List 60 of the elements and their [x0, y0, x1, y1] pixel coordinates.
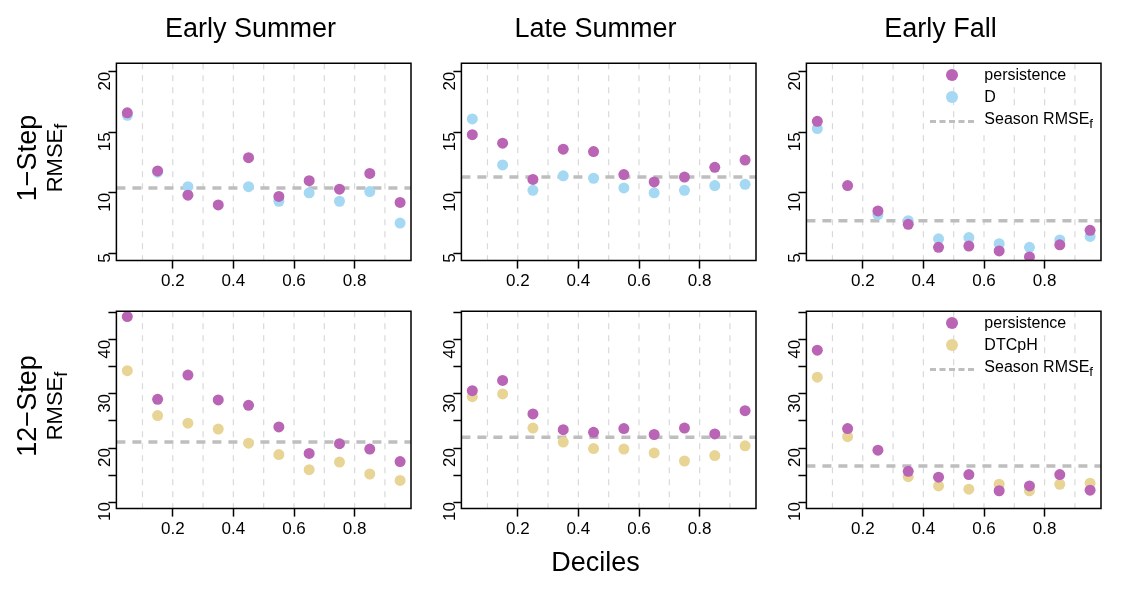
- x-tick-label: 0.2: [160, 519, 185, 539]
- y-tick-label: 15: [785, 132, 805, 152]
- y-tick-label: 15: [95, 132, 115, 152]
- y-tick-label: 10: [785, 192, 805, 212]
- y-tick-label: 10: [440, 192, 460, 212]
- x-tick-label: 0.2: [850, 519, 875, 539]
- x-tick-label: 0.8: [687, 519, 712, 539]
- y-tick-label: 40: [785, 339, 805, 359]
- y-tick-label: 10: [95, 192, 115, 212]
- y-tick-label: 20: [785, 448, 805, 467]
- legend-label: Season RMSE$_{f}$: [982, 356, 1095, 384]
- x-axis-title: Deciles: [550, 547, 641, 578]
- x-tick-label: 0.6: [282, 271, 306, 291]
- legend-label: Season RMSE$_{f}$: [982, 108, 1095, 136]
- y-tick-label: 15: [440, 132, 460, 152]
- x-tick-label: 0.2: [505, 519, 530, 539]
- x-tick-label: 0.2: [850, 271, 875, 291]
- chart-title: Early Summer: [164, 12, 337, 45]
- y-tick-label: 40: [440, 339, 460, 359]
- y-tick-label: 20: [785, 71, 805, 91]
- y-tick-label: 30: [785, 393, 805, 413]
- x-tick-label: 0.4: [221, 519, 246, 539]
- y-tick-label: 20: [95, 71, 115, 91]
- legend-label: DTCpH: [982, 334, 1040, 356]
- x-tick-label: 0.8: [342, 519, 367, 539]
- text: 1−Step: [11, 114, 42, 201]
- x-tick-label: 0.6: [627, 271, 651, 291]
- chart-title: Early Fall: [883, 12, 998, 45]
- y-tick-label: 10: [95, 502, 115, 522]
- legend-label: persistence: [982, 312, 1069, 334]
- x-tick-label: 0.6: [282, 519, 306, 539]
- y-tick-label: 10: [785, 502, 805, 522]
- chart-title: Late Summer: [513, 12, 678, 45]
- y-tick-label: 5: [440, 253, 460, 263]
- x-tick-label: 0.8: [342, 271, 367, 291]
- x-tick-label: 0.4: [911, 271, 936, 291]
- y-tick-label: 5: [95, 253, 115, 263]
- x-tick-label: 0.2: [160, 271, 185, 291]
- x-tick-label: 0.8: [687, 271, 712, 291]
- x-tick-label: 0.4: [911, 519, 936, 539]
- y-tick-label: 40: [95, 339, 115, 359]
- x-tick-label: 0.6: [972, 519, 996, 539]
- y-tick-label: 20: [440, 71, 460, 91]
- x-tick-label: 0.6: [972, 271, 996, 291]
- legend-label: D: [982, 86, 998, 108]
- y-tick-label: 10: [440, 502, 460, 522]
- x-tick-label: 0.4: [566, 519, 591, 539]
- x-tick-label: 0.2: [505, 271, 530, 291]
- y-tick-label: 30: [95, 393, 115, 413]
- y-tick-label: 30: [440, 393, 460, 413]
- x-tick-label: 0.8: [1032, 519, 1057, 539]
- x-tick-label: 0.4: [221, 271, 246, 291]
- x-tick-label: 0.4: [566, 271, 591, 291]
- legend-label: persistence: [982, 64, 1069, 86]
- x-tick-label: 0.8: [1032, 271, 1057, 291]
- x-tick-label: 0.6: [627, 519, 651, 539]
- y-tick-label: 5: [785, 253, 805, 263]
- y-tick-label: 20: [95, 448, 115, 467]
- y-tick-label: 20: [440, 448, 460, 467]
- text: 12−Step: [11, 354, 42, 457]
